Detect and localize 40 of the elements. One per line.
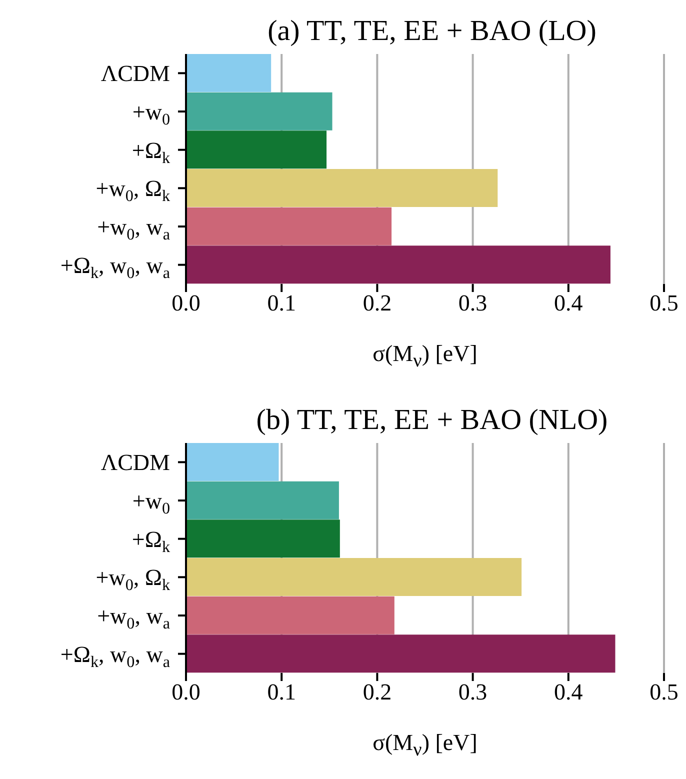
chart-title: (b) TT, TE, EE + BAO (NLO) [255,402,609,438]
x-axis-title: σ(M$_{ν}$) [eV] [372,340,478,374]
x-tick-label: 0.5 [650,290,678,316]
y-tick-label: +w$_{0}$ [132,488,170,517]
x-tick-label: 0.0 [172,290,200,316]
bar [186,442,279,481]
y-tick-label: +w$_{0}$, Ω$_{k}$ [96,176,171,205]
y-tick-label: ΛCDM [100,61,170,86]
x-tick-label: 0.0 [172,678,200,704]
y-tick-label: +w$_{0}$ [132,100,170,128]
x-tick-label: 0.3 [458,290,488,316]
y-tick-label: +w$_{0}$, w$_{a}$ [97,214,170,244]
y-tick-label: +Ω$_{k}$ [132,526,171,556]
y-tick-label: ΛCDM [100,450,170,475]
bar [186,92,332,130]
bar [186,519,340,558]
bar [186,634,616,672]
bar [186,130,327,169]
bar [186,169,498,207]
x-tick-label: 0.4 [554,290,584,316]
x-axis-title: σ(M$_{ν}$) [eV] [372,728,478,762]
bar [186,207,392,246]
chart-title: (a) TT, TE, EE + BAO (LO) [266,14,598,49]
bar [186,54,272,92]
bar [186,246,610,284]
y-tick-label: +Ω$_{k}$, w$_{0}$, w$_{a}$ [60,641,170,670]
bar [186,596,394,634]
x-tick-label: 0.2 [362,290,392,316]
bar [186,558,522,596]
y-tick-label: +w$_{0}$, w$_{a}$ [97,603,170,632]
bar [186,480,339,519]
y-tick-label: +Ω$_{k}$ [132,138,171,167]
y-tick-label: +Ω$_{k}$, w$_{0}$, w$_{a}$ [60,252,170,282]
x-tick-label: 0.4 [554,678,584,704]
x-tick-label: 0.1 [267,290,296,316]
x-tick-label: 0.3 [458,678,488,704]
x-tick-label: 0.5 [650,678,678,704]
x-tick-label: 0.1 [267,678,296,704]
x-tick-label: 0.2 [362,678,392,704]
y-tick-label: +w$_{0}$, Ω$_{k}$ [96,564,171,594]
